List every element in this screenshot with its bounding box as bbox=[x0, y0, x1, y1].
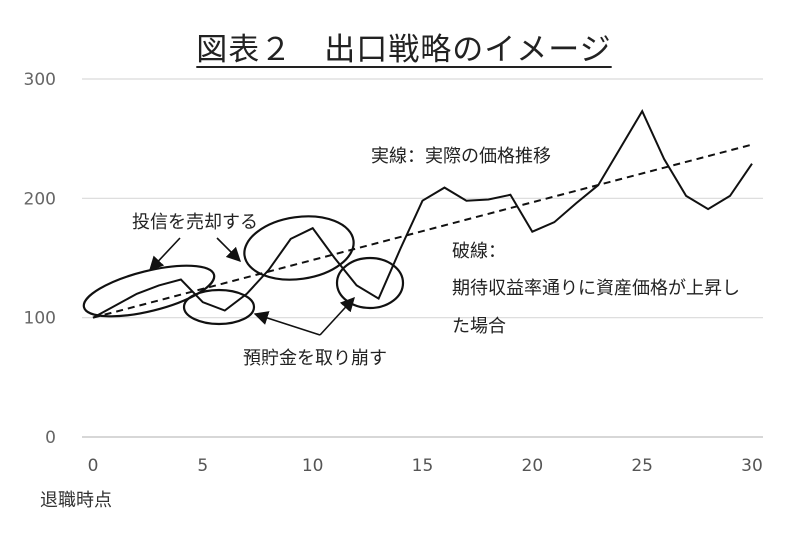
x-tick-label: 25 bbox=[631, 456, 653, 476]
x-tick-label: 15 bbox=[412, 456, 434, 476]
ellipse-withdraw-1 bbox=[182, 288, 256, 326]
chart-title: 図表２ 出口戦略のイメージ bbox=[196, 32, 612, 68]
annotation-dashed-1: 破線： bbox=[452, 241, 506, 262]
gridlines bbox=[82, 78, 763, 438]
annotation-solid: 実線：実際の価格推移 bbox=[371, 146, 551, 167]
annotation-arrows bbox=[149, 237, 355, 336]
ellipse-sell-1 bbox=[82, 264, 216, 318]
annotation-dashed-2: 期待収益率通りに資産価格が上昇し bbox=[452, 278, 740, 299]
x-tick-label: 20 bbox=[522, 456, 544, 476]
x-axis-ticks: 0 5 10 15 20 25 30 bbox=[88, 456, 763, 476]
x-tick-label: 0 bbox=[88, 456, 99, 476]
x-tick-label: 5 bbox=[197, 456, 208, 476]
x-tick-label: 30 bbox=[741, 456, 763, 476]
y-tick-label: 300 bbox=[24, 70, 56, 90]
annotation-dashed-3: た場合 bbox=[452, 316, 506, 337]
y-axis-ticks: 0 100 200 300 bbox=[24, 70, 56, 448]
x-tick-label: 10 bbox=[302, 456, 324, 476]
highlight-ellipses bbox=[82, 215, 405, 326]
annotation-withdraw: 預貯金を取り崩す bbox=[243, 348, 387, 369]
ellipse-withdraw-2 bbox=[335, 256, 405, 310]
x-axis-label: 退職時点 bbox=[40, 490, 112, 511]
ellipse-sell-2 bbox=[243, 215, 355, 281]
dashed-expected-line bbox=[92, 143, 753, 319]
y-tick-label: 100 bbox=[24, 309, 56, 329]
solid-actual-line bbox=[92, 109, 753, 319]
y-tick-label: 0 bbox=[45, 428, 56, 448]
y-tick-label: 200 bbox=[24, 189, 56, 209]
annotation-sell: 投信を売却する bbox=[132, 212, 258, 233]
